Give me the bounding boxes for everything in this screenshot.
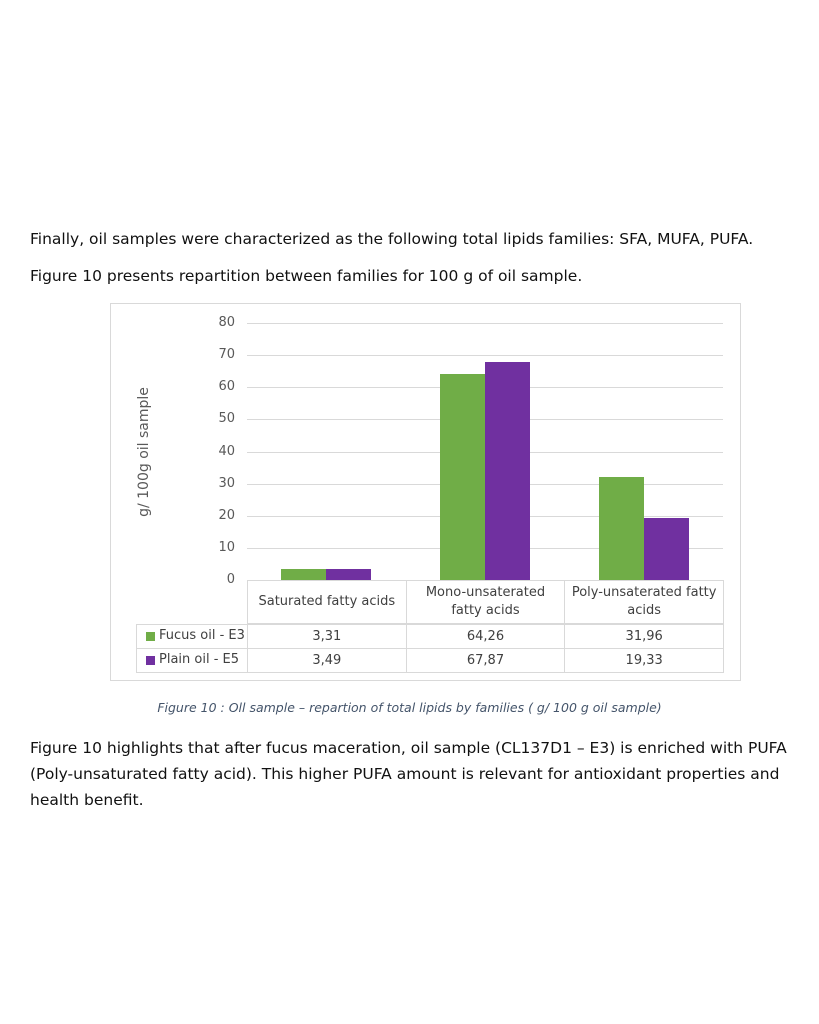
table-cell: 3,49	[247, 648, 407, 673]
paragraph: Finally, oil samples were characterized …	[30, 230, 754, 248]
y-tick-label: 70	[218, 347, 235, 363]
bar	[643, 517, 689, 580]
y-tick-label: 80	[218, 315, 235, 330]
paragraph: Figure 10 highlights that after fucus ma…	[30, 739, 787, 809]
legend-label: Plain oil - E5	[159, 652, 240, 667]
chart: g/ 100g oil sample 0 10 20 30 40 50 60 70 80 Satur…	[110, 303, 741, 681]
y-tick-label: 50	[218, 411, 235, 427]
x-category-label: Poly-unsaterated fatty acids	[564, 580, 724, 624]
paragraph: Figure 10 presents repartition between f…	[30, 267, 583, 285]
legend-swatch	[146, 632, 155, 641]
y-tick-label: 40	[218, 443, 235, 459]
legend-cell	[136, 648, 248, 673]
table-cell: 67,87	[405, 648, 566, 673]
bar	[598, 477, 644, 580]
bar	[281, 569, 327, 580]
bar	[440, 373, 485, 580]
table-cell: 64,26	[405, 624, 566, 649]
y-tick-label: 30	[218, 475, 235, 491]
y-tick-label: 10	[218, 539, 235, 555]
x-category-label: Saturated fatty acids	[247, 580, 407, 624]
y-tick-label: 0	[226, 572, 235, 587]
grid-line	[247, 323, 723, 324]
y-tick-label: 20	[218, 507, 235, 523]
bar	[326, 568, 372, 580]
x-category-label: Mono-unsaterated fatty acids	[405, 580, 566, 624]
table-cell: 31,96	[564, 624, 724, 649]
table-cell: 3,31	[247, 624, 407, 649]
y-axis-label: g/ 100g oil sample	[136, 386, 152, 517]
table-cell: 19,33	[564, 648, 724, 673]
caption: Figure 10 : Oll sample – repartion of to…	[157, 700, 662, 715]
legend-swatch	[146, 656, 155, 665]
legend-label: Fucus oil - E3	[159, 628, 245, 643]
y-tick-label: 60	[218, 379, 235, 395]
grid-line	[247, 355, 723, 357]
bar	[485, 361, 530, 580]
